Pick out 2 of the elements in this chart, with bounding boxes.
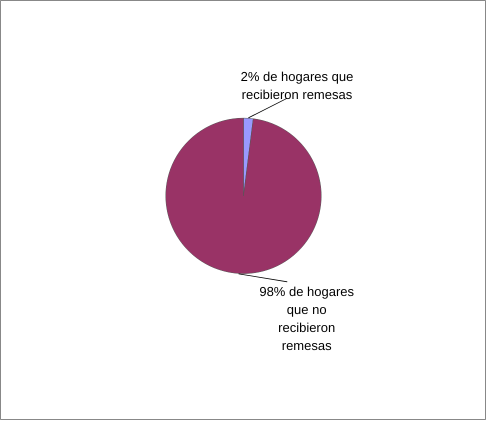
slice-label: 2% de hogares que recibieron remesas [240, 68, 354, 102]
slice-label: 98% de hogares que no recibieron remesas [259, 284, 355, 353]
